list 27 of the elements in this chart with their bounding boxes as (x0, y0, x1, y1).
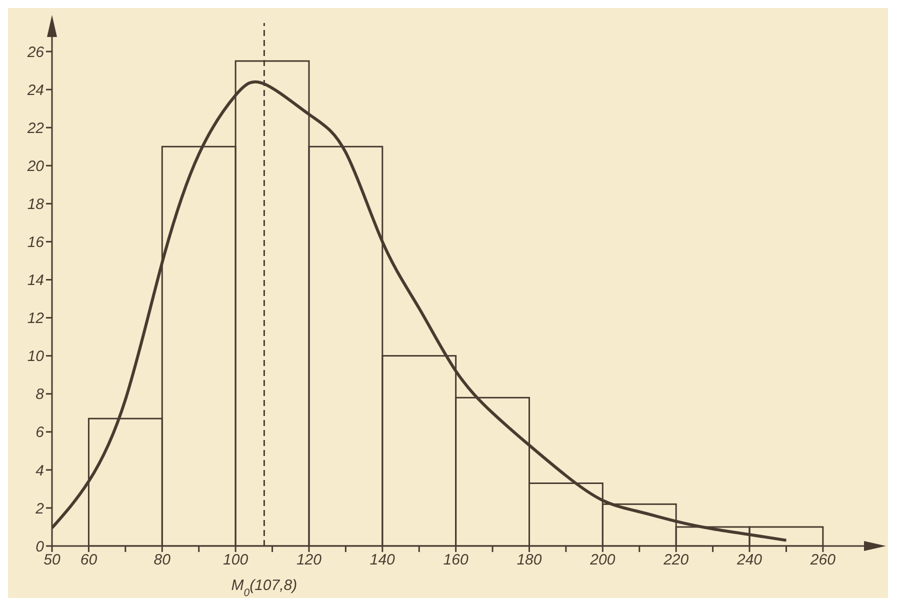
y-tick-label: 14 (27, 272, 44, 290)
y-tick-label: 10 (27, 348, 45, 366)
x-tick-label: 200 (589, 552, 616, 569)
x-tick-label: 140 (370, 552, 396, 569)
x-tick-label: 260 (809, 552, 836, 569)
y-tick-label: 18 (27, 196, 45, 213)
y-tick-label: 6 (36, 424, 45, 442)
ref-line-label: M$_{0}$(107,8) (231, 577, 298, 599)
x-tick-label: 50 (44, 552, 61, 569)
x-tick-label: 180 (516, 552, 542, 569)
y-tick-label: 2 (34, 500, 45, 518)
y-tick-label: 0 (36, 538, 45, 556)
y-tick-label: 16 (27, 234, 45, 252)
y-tick-label: 22 (26, 120, 45, 137)
x-tick-label: 160 (443, 552, 469, 569)
y-tick-label: 26 (26, 44, 45, 61)
x-tick-label: 100 (223, 552, 249, 569)
y-tick-label: 20 (26, 158, 45, 175)
y-tick-label: 12 (27, 310, 45, 328)
y-tick-label: 4 (36, 462, 44, 480)
y-tick-label: 24 (26, 82, 44, 99)
x-tick-label: 80 (154, 552, 172, 569)
x-tick-label: 240 (736, 552, 763, 569)
x-tick-label: 220 (662, 552, 690, 569)
x-tick-label: 60 (80, 552, 98, 569)
x-tick-label: 120 (296, 552, 322, 569)
y-tick-label: 8 (36, 386, 45, 404)
